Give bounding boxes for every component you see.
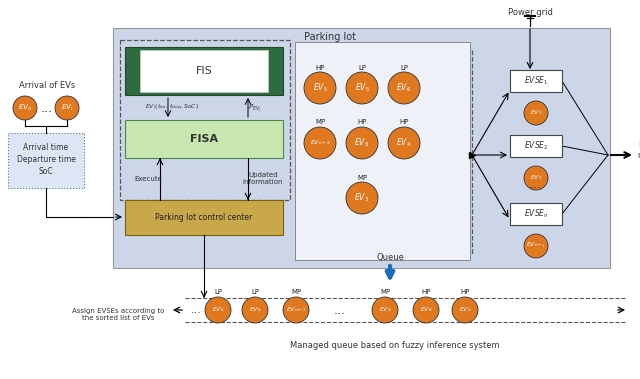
Text: Updated
information: Updated information bbox=[243, 172, 284, 185]
Circle shape bbox=[524, 234, 548, 258]
Text: LP: LP bbox=[251, 290, 259, 296]
Text: ...: ... bbox=[334, 304, 346, 316]
FancyBboxPatch shape bbox=[140, 50, 268, 92]
Text: Parking lot: Parking lot bbox=[304, 32, 356, 42]
Text: HP: HP bbox=[357, 119, 367, 125]
Circle shape bbox=[242, 297, 268, 323]
FancyBboxPatch shape bbox=[125, 47, 283, 95]
Text: $EV_n$: $EV_n$ bbox=[18, 103, 32, 113]
Circle shape bbox=[304, 127, 336, 159]
Text: $EV_{n-2}$: $EV_{n-2}$ bbox=[285, 305, 307, 315]
Text: MP: MP bbox=[315, 119, 325, 125]
Text: $EV_i$: $EV_i$ bbox=[61, 103, 73, 113]
Text: HP: HP bbox=[399, 119, 409, 125]
Text: SoC: SoC bbox=[38, 166, 53, 175]
Text: $EV_6$: $EV_6$ bbox=[212, 305, 225, 315]
Text: LP: LP bbox=[400, 64, 408, 70]
Text: Execute: Execute bbox=[134, 176, 162, 182]
FancyBboxPatch shape bbox=[510, 203, 562, 225]
Circle shape bbox=[372, 297, 398, 323]
FancyBboxPatch shape bbox=[510, 135, 562, 157]
Text: $EV_6$: $EV_6$ bbox=[396, 82, 412, 94]
Text: $EV_5$: $EV_5$ bbox=[249, 305, 261, 315]
Text: $EV_3$: $EV_3$ bbox=[379, 305, 391, 315]
Text: Departure
of EVs: Departure of EVs bbox=[638, 140, 640, 160]
Circle shape bbox=[388, 72, 420, 104]
Text: $EV_3$: $EV_3$ bbox=[355, 192, 369, 204]
Text: $EV_7$: $EV_7$ bbox=[530, 174, 542, 182]
Circle shape bbox=[13, 96, 37, 120]
Text: Assign EVSEs according to
the sorted list of EVs: Assign EVSEs according to the sorted lis… bbox=[72, 309, 164, 321]
Text: $EVSE_2$: $EVSE_2$ bbox=[524, 140, 548, 152]
Circle shape bbox=[524, 101, 548, 125]
Circle shape bbox=[524, 166, 548, 190]
Text: $EV_5$: $EV_5$ bbox=[355, 82, 369, 94]
Text: LP: LP bbox=[214, 290, 222, 296]
Text: FIS: FIS bbox=[196, 66, 212, 76]
Text: Power grid: Power grid bbox=[508, 8, 552, 17]
Text: $EV_{n-2}$: $EV_{n-2}$ bbox=[310, 139, 330, 147]
FancyBboxPatch shape bbox=[125, 200, 283, 235]
Text: ...: ... bbox=[191, 305, 202, 315]
Text: $EV_5$: $EV_5$ bbox=[312, 82, 328, 94]
Text: HP: HP bbox=[421, 290, 431, 296]
Text: Parking lot control center: Parking lot control center bbox=[156, 213, 253, 221]
Text: $EVSE_n$: $EVSE_n$ bbox=[524, 208, 548, 220]
Text: Queue: Queue bbox=[376, 253, 404, 262]
FancyBboxPatch shape bbox=[8, 133, 84, 188]
Text: ...: ... bbox=[41, 102, 53, 114]
Circle shape bbox=[55, 96, 79, 120]
Circle shape bbox=[388, 127, 420, 159]
Circle shape bbox=[413, 297, 439, 323]
Text: HP: HP bbox=[316, 64, 324, 70]
Text: $EV_2$: $EV_2$ bbox=[459, 305, 471, 315]
Text: MP: MP bbox=[291, 290, 301, 296]
Circle shape bbox=[283, 297, 309, 323]
Text: $EVSE_1$: $EVSE_1$ bbox=[524, 75, 548, 87]
Text: $EV_8$: $EV_8$ bbox=[420, 305, 433, 315]
Text: HP: HP bbox=[460, 290, 470, 296]
Text: MP: MP bbox=[380, 290, 390, 296]
Text: Arrival time: Arrival time bbox=[24, 143, 68, 152]
Text: $P_{EV_i}$: $P_{EV_i}$ bbox=[248, 102, 262, 114]
Text: FISA: FISA bbox=[190, 134, 218, 144]
Text: Departure time: Departure time bbox=[17, 155, 76, 163]
Text: Managed queue based on fuzzy inference system: Managed queue based on fuzzy inference s… bbox=[290, 341, 500, 351]
Circle shape bbox=[205, 297, 231, 323]
Text: $EV_i(t_{arr},t_{dep},SoC)$: $EV_i(t_{arr},t_{dep},SoC)$ bbox=[145, 103, 199, 113]
Circle shape bbox=[304, 72, 336, 104]
Text: $EV_8$: $EV_8$ bbox=[355, 137, 369, 149]
Text: $EV_4$: $EV_4$ bbox=[396, 137, 412, 149]
Circle shape bbox=[346, 72, 378, 104]
Text: MP: MP bbox=[357, 174, 367, 180]
Text: $EV_1$: $EV_1$ bbox=[530, 108, 542, 117]
Text: Arrival of EVs: Arrival of EVs bbox=[19, 80, 75, 89]
Text: $EV_{n-j}$: $EV_{n-j}$ bbox=[526, 241, 546, 251]
FancyBboxPatch shape bbox=[113, 28, 610, 268]
Text: LP: LP bbox=[358, 64, 366, 70]
FancyBboxPatch shape bbox=[510, 70, 562, 92]
Text: ...: ... bbox=[530, 179, 542, 191]
Circle shape bbox=[346, 182, 378, 214]
FancyBboxPatch shape bbox=[295, 42, 470, 260]
FancyBboxPatch shape bbox=[125, 120, 283, 158]
Circle shape bbox=[452, 297, 478, 323]
Circle shape bbox=[346, 127, 378, 159]
